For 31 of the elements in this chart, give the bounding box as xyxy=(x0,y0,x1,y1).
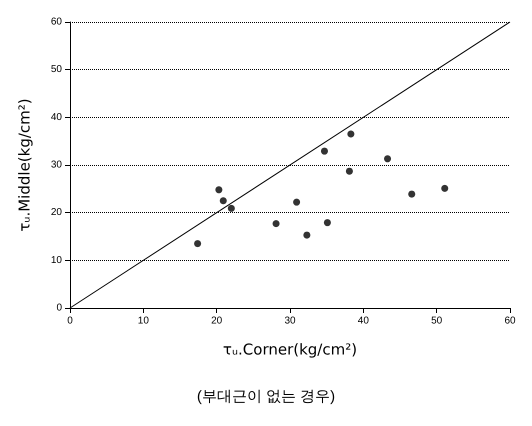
point xyxy=(303,232,310,239)
point xyxy=(441,184,448,192)
point xyxy=(324,219,331,226)
x-tick-label: 10 xyxy=(138,316,150,326)
x-axis-title: τᵤ.Corner(kg/cm²) xyxy=(222,340,358,358)
y-tick-label: 20 xyxy=(50,207,62,218)
y-axis-title: τᵤ.Middle(kg/cm²) xyxy=(16,98,34,232)
point xyxy=(220,197,227,204)
x-tick-label: 30 xyxy=(284,316,296,326)
x-tick-label: 40 xyxy=(358,316,370,326)
point xyxy=(408,190,416,198)
x-tick-label: 20 xyxy=(211,316,223,326)
y-tick-label: 10 xyxy=(50,254,62,266)
point xyxy=(293,198,300,206)
text: (부대근이 없는 경우) xyxy=(196,388,336,405)
x-tick-label: 0 xyxy=(67,316,74,326)
x-tick-label: 50 xyxy=(431,316,443,326)
point xyxy=(194,240,202,248)
y-tick-label: 30 xyxy=(50,160,62,170)
point xyxy=(347,130,354,138)
y-tick-label: 40 xyxy=(50,112,62,123)
point xyxy=(384,155,392,162)
y-tick-label: 50 xyxy=(50,64,62,76)
y-tick-label: 60 xyxy=(50,16,62,28)
point xyxy=(320,148,328,155)
y-tick-label: 0 xyxy=(56,302,62,314)
x-tick-label: 60 xyxy=(504,316,516,326)
point xyxy=(272,220,280,228)
point xyxy=(228,204,235,212)
point xyxy=(215,186,222,194)
point xyxy=(346,168,353,175)
